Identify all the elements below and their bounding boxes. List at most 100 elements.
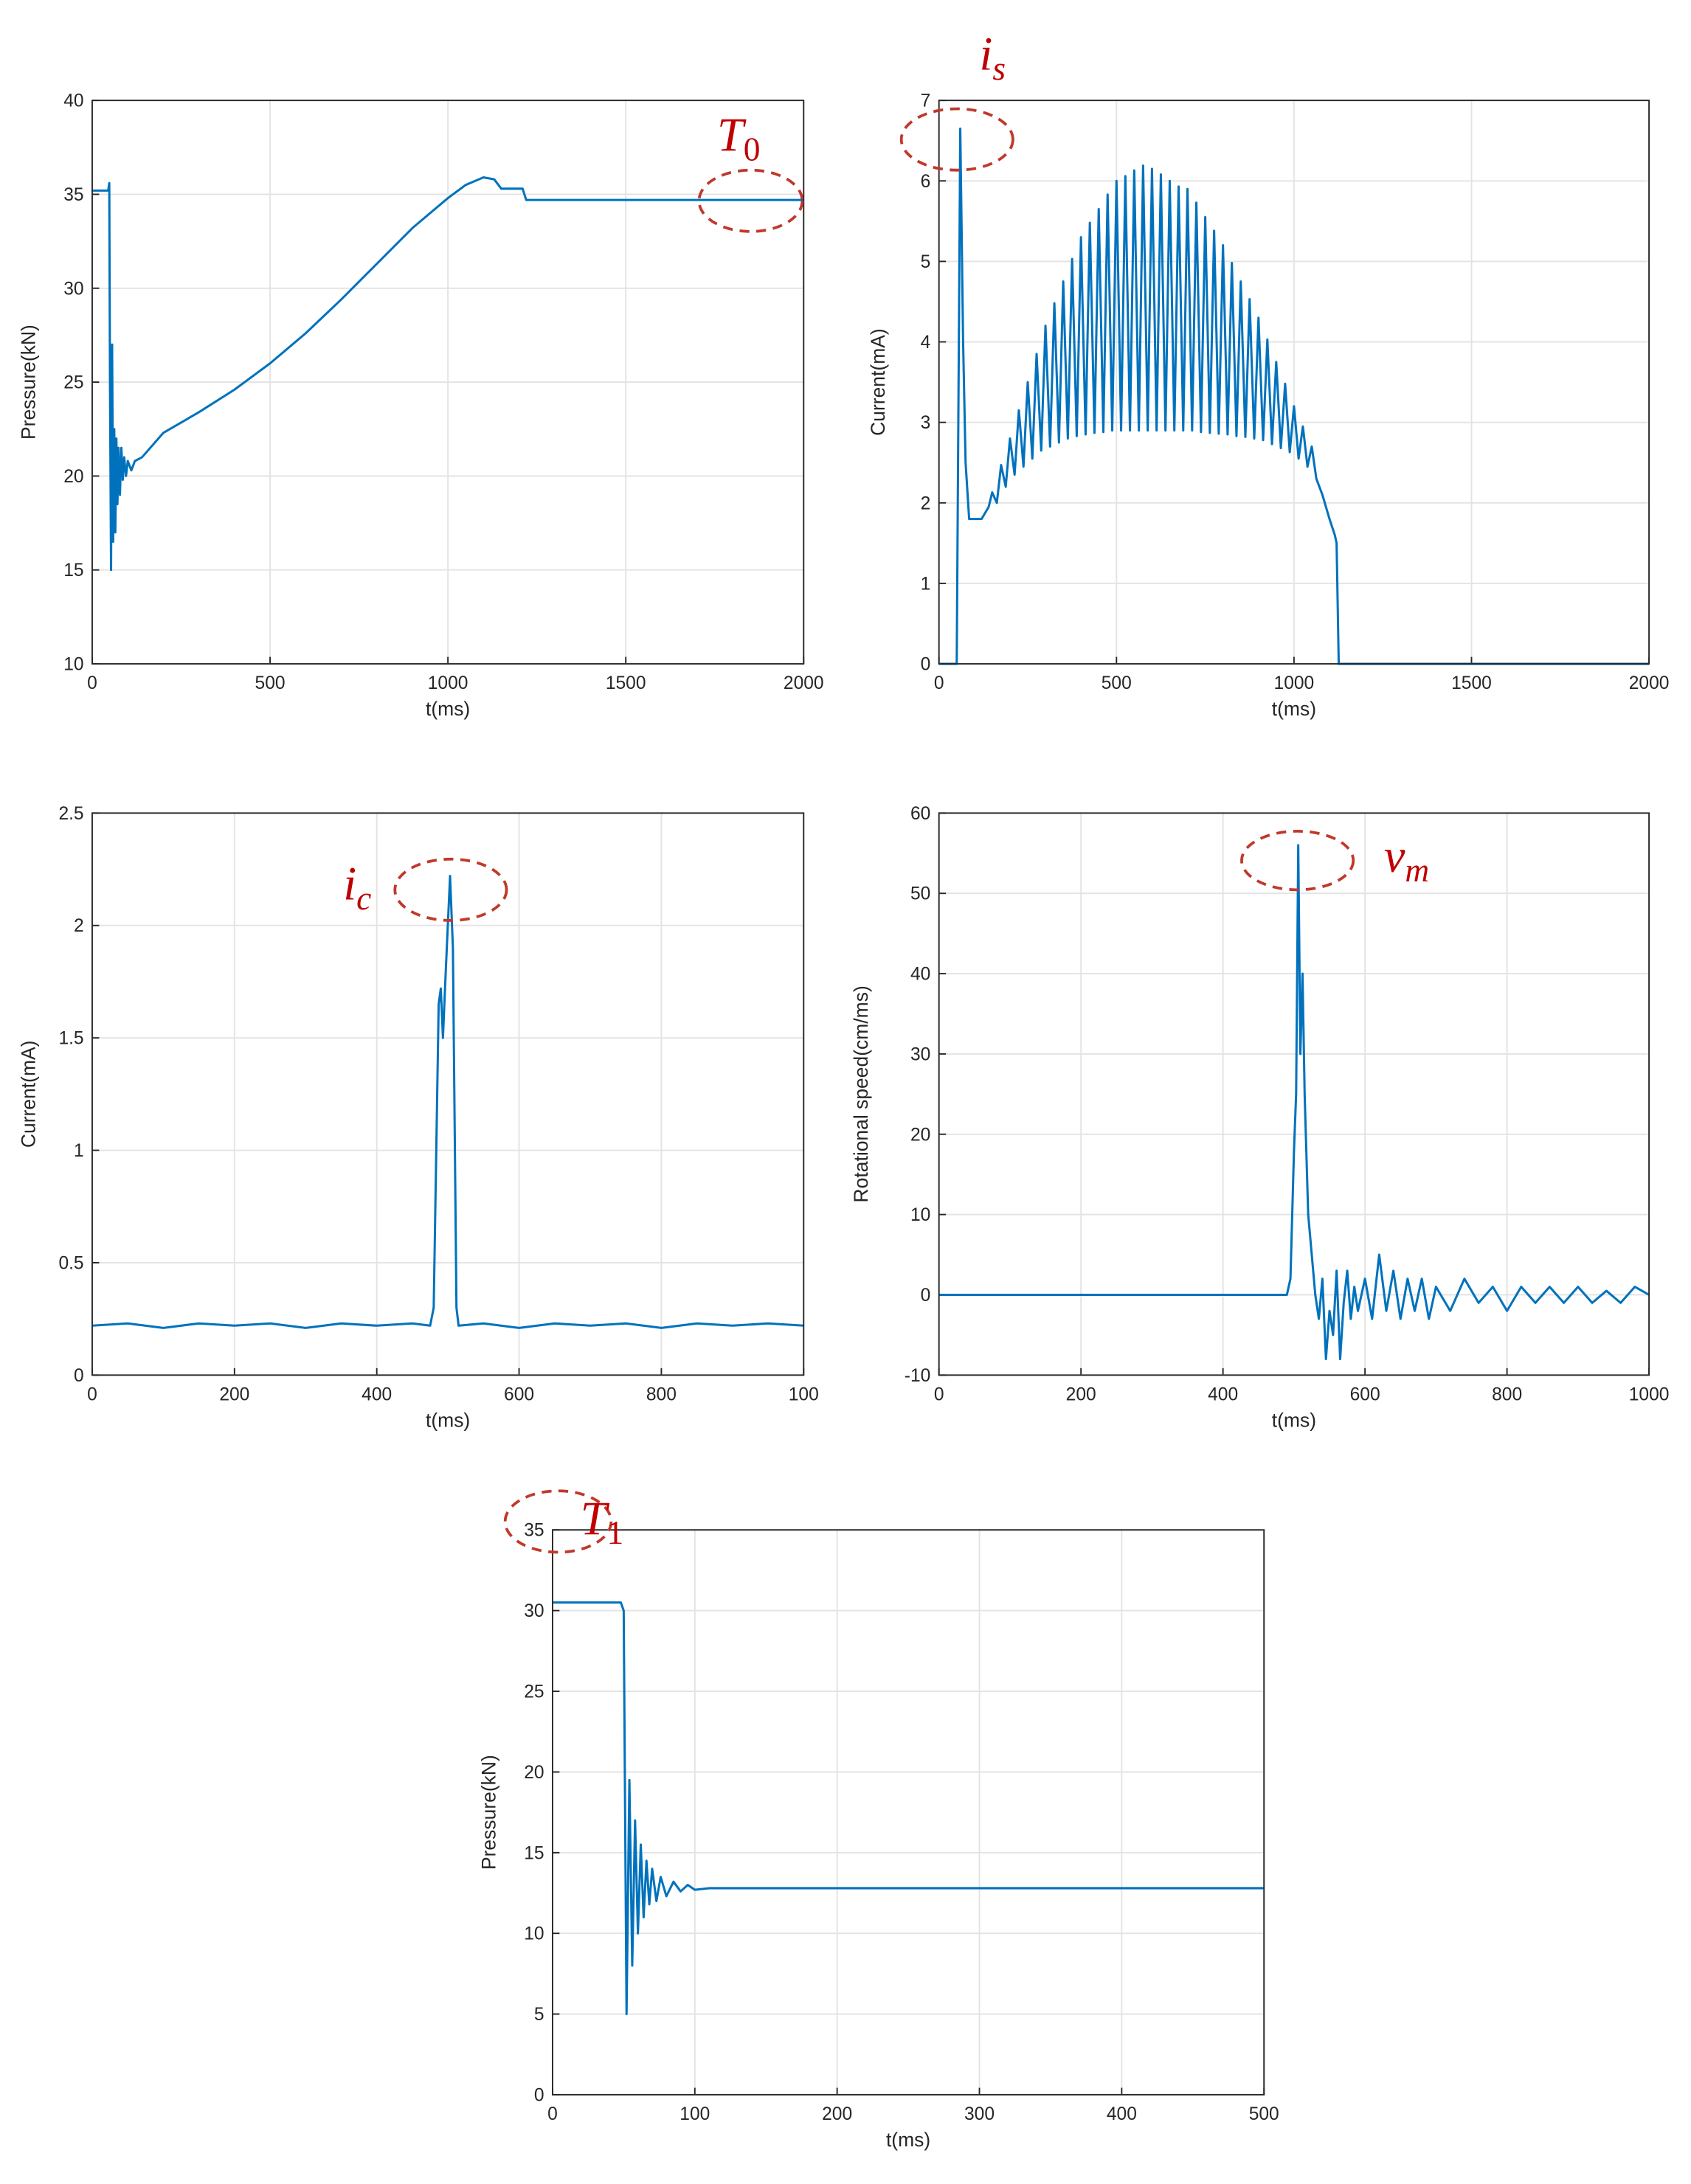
y-tick-label: 3 [921, 413, 931, 433]
annotation: T1 [581, 1492, 623, 1551]
x-tick-label: 500 [255, 673, 286, 693]
y-tick-label: 5 [534, 2005, 544, 2025]
x-axis-label: t(ms) [426, 1409, 470, 1431]
x-axis-label: t(ms) [886, 2129, 930, 2151]
x-tick-label: 400 [1208, 1384, 1238, 1404]
chart-panel: 0 500 1000 1500 2000 0 1 2 3 4 5 6 7 t(ms) Current(mA)… [867, 28, 1670, 720]
x-tick-label: 800 [1492, 1384, 1522, 1404]
annotation-subscript: m [1405, 852, 1429, 889]
y-tick-label: 0.5 [58, 1253, 83, 1273]
y-tick-label: 25 [63, 373, 83, 393]
axes-box [551, 1529, 1265, 2095]
annotation: is [980, 28, 1006, 87]
data-line [91, 875, 804, 1329]
y-tick-label: 7 [921, 91, 931, 111]
data-line [552, 1601, 1265, 2016]
annotation: T0 [717, 108, 760, 167]
axes-box [938, 812, 1650, 1376]
y-tick-label: 0 [921, 1286, 931, 1306]
y-tick-label: 15 [63, 561, 83, 580]
annotation-subscript: c [356, 880, 371, 917]
y-tick-label: 0 [921, 655, 931, 675]
y-axis-label: Pressure(kN) [17, 325, 39, 440]
x-tick-label: 1500 [606, 673, 646, 693]
y-tick-label: 30 [63, 279, 83, 299]
axes-box [91, 100, 805, 665]
data-line [938, 844, 1650, 1361]
x-tick-label: 600 [1350, 1384, 1380, 1404]
annotation-symbol: T [581, 1492, 610, 1545]
y-tick-label: 0 [74, 1366, 84, 1386]
annotation-symbol: T [717, 108, 747, 161]
chart-panel: 0 200 400 600 800 1000-100102030405060t(ms)Ro… [850, 804, 1669, 1431]
x-tick-label: 2000 [1629, 673, 1670, 693]
y-tick-label: 35 [524, 1521, 544, 1541]
axes-box [91, 812, 805, 1376]
y-tick-label: 4 [921, 333, 931, 353]
y-tick-label: 40 [63, 91, 83, 111]
x-tick-label: 1000 [428, 673, 468, 693]
y-tick-label: 20 [910, 1125, 930, 1145]
y-tick-label: 2.5 [58, 804, 83, 824]
y-axis-label: Rotational speed(cm/ms) [850, 985, 872, 1202]
y-tick-label: -10 [905, 1366, 931, 1386]
y-tick-label: 20 [524, 1763, 544, 1783]
chart-panel: 0 500 1000 1500 2000 10 15 20 25 30 35 40 t(ms) Press… [17, 91, 823, 720]
plot-area [938, 813, 1650, 1376]
annotation-subscript: 1 [606, 1514, 623, 1551]
x-tick-label: 0 [934, 1384, 944, 1404]
chart-panel: 0 200 400 600 800 10000.511.522.5t(ms)Current… [17, 804, 818, 1431]
x-tick-label: 600 [504, 1384, 534, 1404]
x-tick-label: 2000 [784, 673, 824, 693]
x-tick-label: 0 [87, 673, 97, 693]
y-tick-label: 25 [524, 1682, 544, 1702]
y-tick-label: 10 [910, 1205, 930, 1225]
x-tick-label: 200 [822, 2104, 852, 2124]
y-tick-label: 35 [63, 185, 83, 205]
x-tick-label: 0 [934, 673, 944, 693]
highlight-ellipse [1240, 830, 1355, 892]
annotation: vm [1384, 830, 1429, 889]
annotation-symbol: i [343, 858, 356, 910]
y-axis-label: Current(mA) [17, 1041, 39, 1148]
y-tick-label: 6 [921, 172, 931, 192]
y-axis-label: Current(mA) [867, 328, 889, 436]
y-tick-label: 1 [921, 574, 931, 594]
axes-box [938, 100, 1650, 665]
y-tick-label: 60 [910, 804, 930, 824]
x-tick-label: 100 [679, 2104, 710, 2124]
x-axis-label: t(ms) [1272, 1409, 1316, 1431]
x-axis-label: t(ms) [426, 698, 470, 720]
data-line [938, 127, 1650, 665]
y-tick-label: 30 [910, 1044, 930, 1064]
x-tick-label: 300 [964, 2104, 995, 2124]
x-tick-label: 100 [789, 1384, 819, 1404]
x-tick-label: 1500 [1451, 673, 1492, 693]
y-tick-label: 1.5 [58, 1029, 83, 1049]
y-tick-label: 10 [524, 1924, 544, 1944]
y-tick-label: 10 [63, 655, 83, 675]
x-tick-label: 800 [646, 1384, 677, 1404]
x-tick-label: 1000 [1629, 1384, 1670, 1404]
y-tick-label: 2 [921, 493, 931, 513]
y-tick-label: 30 [524, 1601, 544, 1621]
x-tick-label: 1000 [1274, 673, 1315, 693]
x-tick-label: 0 [547, 2104, 558, 2124]
highlight-ellipse [899, 107, 1014, 172]
x-tick-label: 200 [1066, 1384, 1096, 1404]
y-tick-label: 0 [534, 2085, 544, 2105]
y-axis-label: Pressure(kN) [477, 1755, 499, 1870]
plot-area [91, 813, 804, 1376]
data-line [91, 176, 804, 572]
y-tick-label: 5 [921, 252, 931, 272]
y-tick-label: 50 [910, 884, 930, 904]
annotation-symbol: i [980, 28, 993, 80]
annotation-symbol: v [1384, 830, 1405, 882]
chart-panel: 0 100 200 300 400 500 0 5 10 15 20 25 30 35 t(ms) Press… [477, 1489, 1279, 2151]
y-tick-label: 2 [74, 916, 84, 936]
x-tick-label: 400 [1107, 2104, 1137, 2124]
highlight-ellipse [503, 1489, 613, 1554]
y-tick-label: 20 [63, 467, 83, 487]
annotation: ic [343, 858, 371, 917]
